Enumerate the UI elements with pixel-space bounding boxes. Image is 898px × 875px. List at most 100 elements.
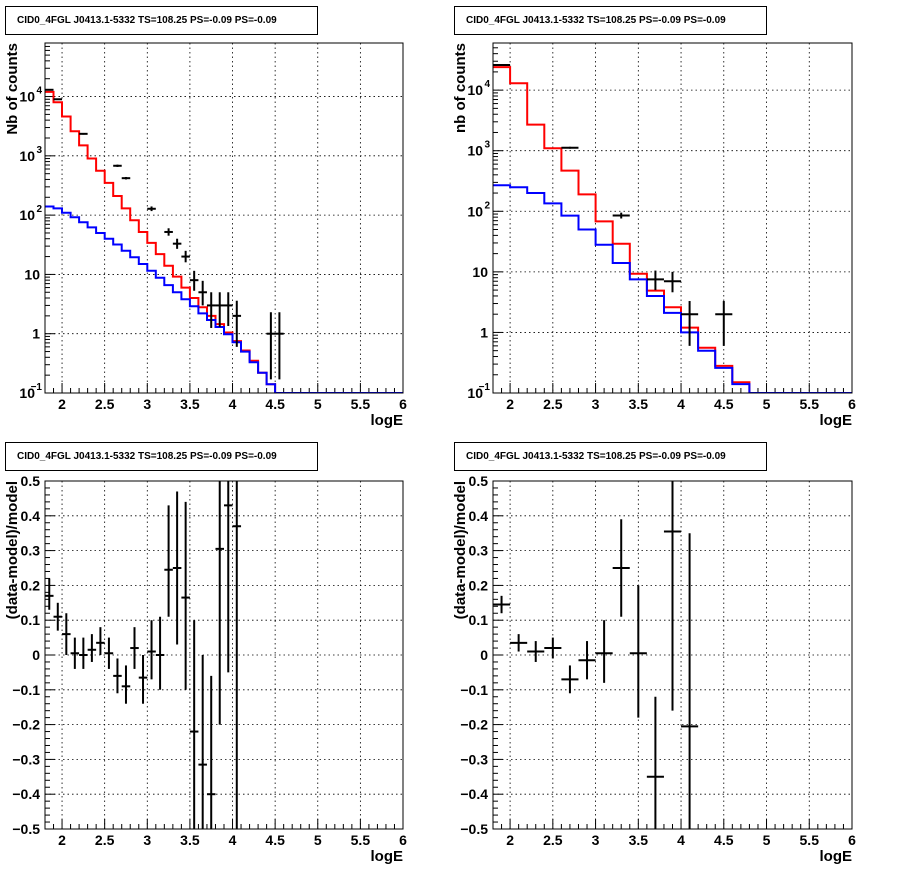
x-tick-label: 6 [399, 832, 407, 848]
data-point [215, 481, 224, 725]
x-tick-label: 4.5 [265, 832, 285, 848]
data-point [138, 655, 148, 704]
data-point [96, 627, 105, 655]
data-point [113, 658, 122, 694]
data-point [164, 505, 173, 617]
x-tick-label: 2 [506, 832, 514, 848]
plot-area [45, 88, 403, 393]
chart-title-box [454, 6, 767, 35]
y-tick-label: 0.2 [21, 577, 41, 593]
y-tick-label: 10 [467, 385, 483, 401]
y-tick-label: 10 [472, 264, 488, 280]
y-tick-label: 1 [480, 324, 488, 340]
x-tick-label: 4.5 [714, 832, 734, 848]
y-tick-exponent: 2 [36, 204, 42, 215]
y-tick-exponent: 4 [484, 79, 490, 90]
y-tick-label: 1 [32, 326, 40, 342]
data-point [232, 300, 242, 347]
x-tick-label: 4 [229, 396, 237, 412]
plot-frame [44, 480, 404, 830]
data-point [181, 250, 190, 263]
data-point [232, 481, 242, 829]
x-axis-title: logE [820, 848, 853, 865]
y-tick-label: 10 [19, 385, 35, 401]
x-tick-label: 4.5 [714, 396, 734, 412]
model-total-histogram [45, 90, 403, 393]
plot-frame [44, 42, 404, 394]
chart-title: CID0_4FGL J0413.1-5332 TS=108.25 PS=-0.0… [17, 451, 277, 462]
data-point [646, 696, 664, 829]
chart-title-box [5, 6, 318, 35]
data-point [612, 212, 630, 219]
y-tick-label: 10 [467, 143, 483, 159]
y-tick-label: −0.4 [460, 786, 488, 802]
y-tick-label: 0.1 [21, 612, 41, 628]
data-point [206, 675, 216, 829]
x-tick-label: 6 [848, 396, 856, 412]
data-point [181, 501, 190, 690]
y-tick-label: 10 [19, 89, 35, 105]
plot-area [45, 481, 242, 829]
data-point [561, 665, 579, 694]
data-point [62, 613, 71, 655]
data-point [510, 634, 528, 652]
data-point [715, 301, 733, 346]
x-tick-label: 3.5 [629, 832, 649, 848]
y-tick-label: 0.4 [469, 508, 489, 524]
x-tick-label: 2.5 [95, 832, 115, 848]
x-tick-label: 3 [592, 832, 600, 848]
x-tick-label: 3 [143, 396, 151, 412]
data-point [79, 132, 88, 135]
data-point [198, 280, 207, 306]
y-tick-label: 0.2 [469, 577, 489, 593]
y-tick-label: −0.4 [12, 786, 40, 802]
y-tick-label: −0.3 [12, 751, 40, 767]
x-tick-label: 5.5 [800, 396, 820, 412]
data-point [215, 292, 224, 327]
x-axis-title: logE [820, 412, 853, 429]
model-source-histogram [493, 184, 852, 393]
x-tick-label: 3 [143, 832, 151, 848]
data-point [113, 164, 122, 167]
plot-frame [492, 42, 853, 394]
data-point [130, 627, 139, 669]
data-point [681, 301, 699, 346]
x-tick-label: 4 [677, 396, 685, 412]
data-point [164, 228, 173, 236]
data-point [147, 620, 156, 680]
y-tick-exponent: −1 [479, 382, 491, 393]
chart-title: CID0_4FGL J0413.1-5332 TS=108.25 PS=-0.0… [466, 451, 726, 462]
chart-panel-4: 2 2.5 3 3.5 4 4.5 5 5.5 6 −0.5 −0.4 −0.3 −0.2 −0.1 0 0.… [452, 442, 856, 865]
chart-title-box [454, 442, 767, 471]
data-point [646, 270, 664, 291]
data-point [629, 585, 647, 718]
data-point [198, 655, 207, 829]
y-tick-exponent: 3 [36, 145, 42, 156]
x-tick-label: 4 [229, 832, 237, 848]
data-point [87, 634, 97, 662]
data-point [104, 637, 114, 669]
x-tick-label: 3.5 [180, 396, 200, 412]
x-axis-title: logE [371, 412, 404, 429]
y-tick-label: 0.5 [469, 473, 489, 489]
plot-area [493, 63, 852, 393]
data-point [527, 641, 545, 662]
y-tick-exponent: 3 [484, 140, 490, 151]
x-tick-label: 5 [763, 832, 771, 848]
data-point [663, 481, 682, 711]
data-point [121, 176, 131, 180]
data-point [53, 98, 63, 101]
y-tick-label: 10 [19, 207, 35, 223]
x-tick-label: 5 [314, 832, 322, 848]
x-tick-label: 4 [677, 832, 685, 848]
data-point [45, 578, 54, 610]
data-point [70, 637, 80, 669]
data-point [147, 206, 156, 212]
y-tick-label: 10 [24, 266, 40, 282]
y-tick-label: 0.5 [21, 473, 41, 489]
model-source-histogram [45, 205, 403, 393]
x-tick-label: 3 [592, 396, 600, 412]
data-point [681, 533, 699, 829]
